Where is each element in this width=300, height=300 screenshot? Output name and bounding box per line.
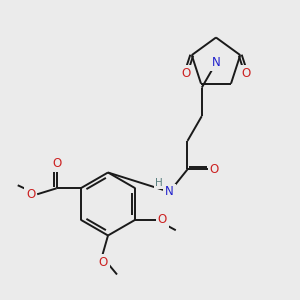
Text: O: O xyxy=(52,157,61,170)
Text: O: O xyxy=(181,67,190,80)
Text: O: O xyxy=(242,67,251,80)
Text: O: O xyxy=(158,213,167,226)
Text: O: O xyxy=(99,256,108,269)
Text: H: H xyxy=(155,178,163,188)
Text: O: O xyxy=(26,188,35,201)
Text: N: N xyxy=(212,56,220,70)
Text: O: O xyxy=(210,163,219,176)
Text: N: N xyxy=(165,185,174,198)
